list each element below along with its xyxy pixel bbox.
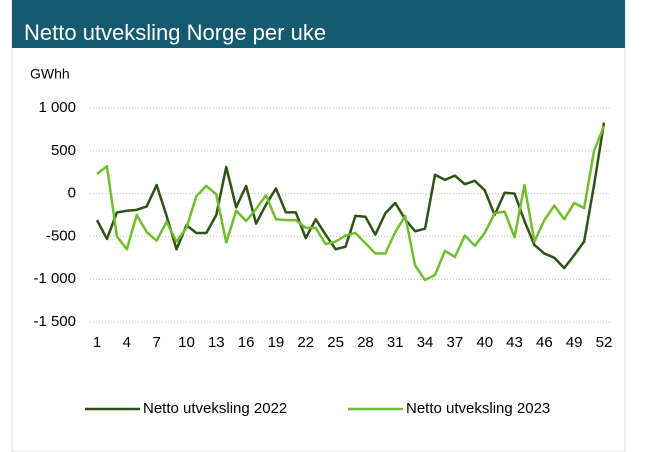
x-tick-label: 49 bbox=[566, 334, 583, 351]
y-tick-label: 0 bbox=[68, 185, 76, 202]
chart-frame bbox=[11, 0, 626, 452]
x-tick-label: 34 bbox=[417, 334, 434, 351]
title-bar bbox=[12, 0, 625, 48]
x-tick-label: 22 bbox=[297, 334, 314, 351]
x-tick-label: 13 bbox=[208, 334, 225, 351]
x-tick-label: 25 bbox=[327, 334, 344, 351]
y-tick-label: -500 bbox=[46, 227, 76, 244]
y-tick-label: -1 500 bbox=[33, 313, 76, 330]
x-tick-label: 40 bbox=[476, 334, 493, 351]
legend-label: Netto utveksling 2023 bbox=[406, 400, 550, 417]
y-tick-label: 1 000 bbox=[38, 99, 76, 116]
x-tick-label: 28 bbox=[357, 334, 374, 351]
x-tick-label: 10 bbox=[178, 334, 195, 351]
chart-title: Netto utveksling Norge per uke bbox=[24, 20, 326, 45]
x-tick-label: 4 bbox=[123, 334, 131, 351]
x-tick-label: 16 bbox=[238, 334, 255, 351]
y-tick-label: 500 bbox=[51, 142, 76, 159]
legend-label: Netto utveksling 2022 bbox=[143, 400, 287, 417]
series-line bbox=[96, 125, 606, 282]
x-tick-label: 7 bbox=[152, 334, 160, 351]
x-tick-label: 46 bbox=[536, 334, 553, 351]
x-tick-label: 31 bbox=[387, 334, 404, 351]
y-tick-label: -1 000 bbox=[33, 270, 76, 287]
x-tick-label: 37 bbox=[447, 334, 464, 351]
x-tick-label: 52 bbox=[596, 334, 613, 351]
x-tick-label: 1 bbox=[93, 334, 101, 351]
y-axis-label: GWhh bbox=[30, 66, 70, 82]
x-tick-label: 19 bbox=[268, 334, 285, 351]
x-tick-label: 43 bbox=[506, 334, 523, 351]
